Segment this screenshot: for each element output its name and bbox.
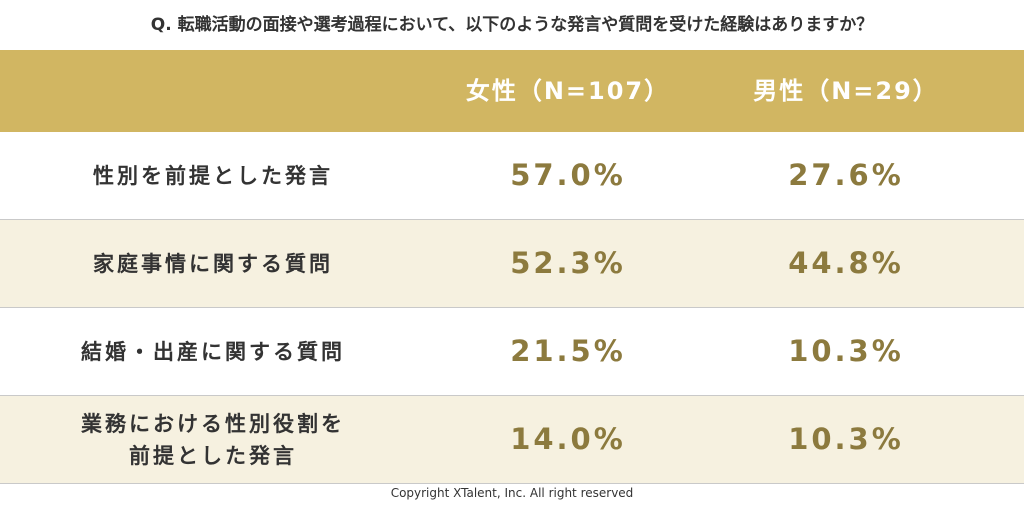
percentage-cell: 57.0% — [510, 158, 626, 192]
row-label: 結婚・出産に関する質問 — [81, 339, 345, 364]
table-header: 女性（N=107） 男性（N=29） — [0, 50, 1024, 132]
percentage-cell: 10.3% — [788, 422, 904, 456]
copyright: Copyright XTalent, Inc. All right reserv… — [390, 486, 634, 500]
row-label: 業務における性別役割を 前提とした発言 — [81, 411, 345, 468]
table-row: 結婚・出産に関する質問 21.5% 10.3% — [0, 308, 1024, 396]
column-header: 男性（N=29） — [753, 77, 939, 105]
percentage-cell: 10.3% — [788, 334, 904, 368]
row-label: 性別を前提とした発言 — [93, 163, 333, 188]
table-row: 業務における性別役割を 前提とした発言 14.0% 10.3% — [0, 396, 1024, 484]
table-row: 性別を前提とした発言 57.0% 27.6% — [0, 132, 1024, 220]
percentage-cell: 21.5% — [510, 334, 626, 368]
table-row: 家庭事情に関する質問 52.3% 44.8% — [0, 220, 1024, 308]
percentage-cell: 52.3% — [510, 246, 626, 280]
percentage-cell: 14.0% — [510, 422, 626, 456]
percentage-cell: 27.6% — [788, 158, 904, 192]
column-header: 女性（N=107） — [465, 77, 671, 105]
question-title: Q. 転職活動の面接や選考過程において、以下のような発言や質問を受けた経験はあり… — [150, 15, 874, 35]
percentage-cell: 44.8% — [788, 246, 904, 280]
row-label: 家庭事情に関する質問 — [93, 251, 333, 276]
